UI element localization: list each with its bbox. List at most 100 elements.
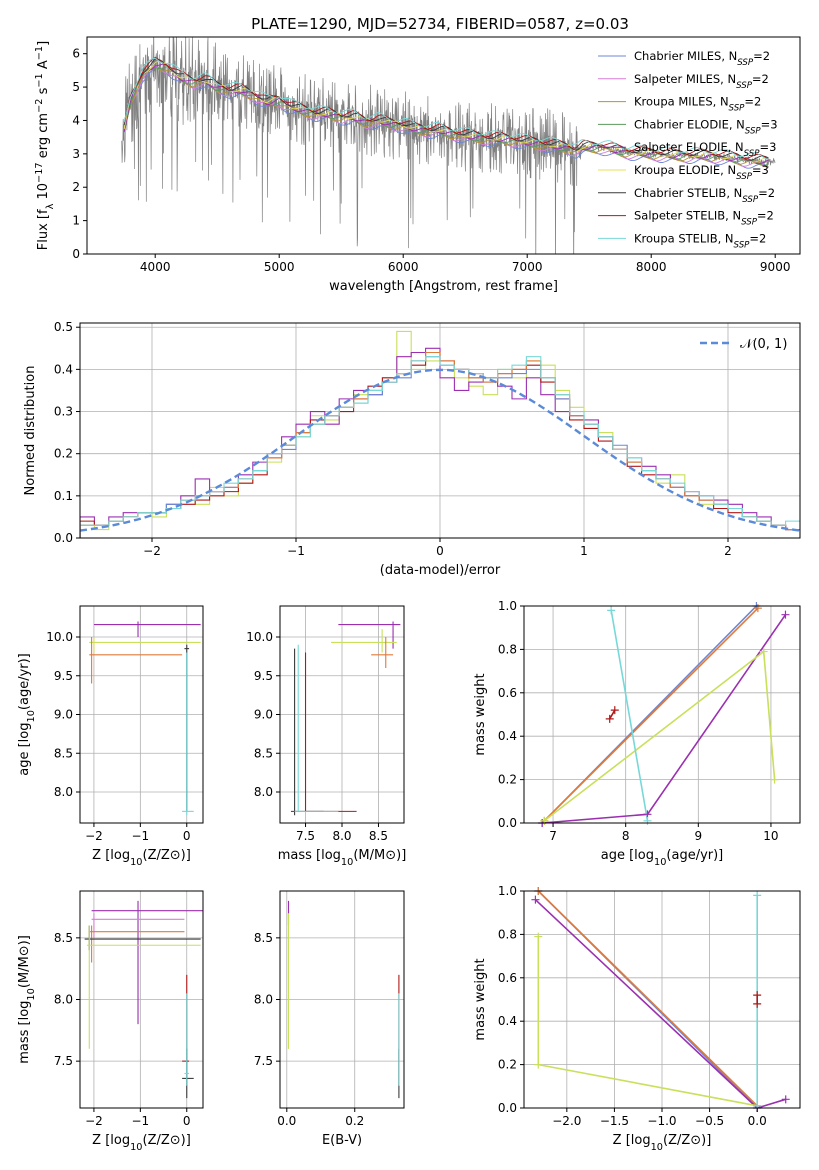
x-tick-label: 1 — [580, 544, 588, 558]
legend-label: Chabrier ELODIE, NSSP=3 — [634, 117, 778, 136]
y-tick-label: 0.1 — [54, 489, 73, 503]
x-axis-label: Z [log10(Z/Z⊙)] — [92, 1133, 191, 1153]
age-vs-metallicity-panel-plot-area — [89, 621, 201, 816]
x-tick-label: −2 — [85, 1114, 103, 1128]
errorbar-marker — [89, 637, 201, 653]
x-tick-label: 8000 — [636, 260, 667, 274]
x-axis-label: wavelength [Angstrom, rest frame] — [329, 279, 558, 294]
legend-label: 𝒩(0, 1) — [740, 337, 787, 352]
weight-vs-age-panel: 7 8 9 10 0.0 0.2 0.4 0.6 0.8 1.0 age [log10(age/yr… — [473, 599, 801, 868]
mass-vs-ebv-panel: 0.0 0.2 7.5 8.0 8.5 E(B-V) — [254, 890, 405, 1148]
x-tick-label: −1 — [287, 544, 305, 558]
y-tick-label: 0.6 — [498, 971, 517, 985]
legend-label: Salpeter STELIB, NSSP=2 — [634, 209, 774, 228]
x-tick-label: 0.0 — [748, 1114, 767, 1128]
errorbar-marker — [182, 652, 194, 816]
y-tick-label: 9.5 — [54, 669, 73, 683]
x-tick-label: 8 — [622, 829, 630, 843]
legend-label: Salpeter ELODIE, NSSP=3 — [634, 140, 776, 159]
errorbar-marker — [89, 637, 183, 684]
y-tick-label: 8.0 — [54, 785, 73, 799]
model-line — [123, 57, 769, 160]
weight-line — [542, 614, 787, 823]
figure-title: PLATE=1290, MJD=52734, FIBERID=0587, z=0… — [251, 15, 629, 33]
mass-vs-metallicity-panel-plot-area — [84, 900, 203, 1099]
histogram-step — [80, 356, 800, 538]
y-axis-label: mass weight — [473, 673, 488, 755]
errorbar-marker — [371, 637, 394, 668]
errorbar-marker — [304, 652, 357, 812]
x-tick-label: 5000 — [264, 260, 295, 274]
x-tick-label: 7.5 — [296, 829, 315, 843]
x-axis-label: Z [log10(Z/Z⊙)] — [613, 1133, 712, 1153]
x-tick-label: 7 — [549, 829, 557, 843]
x-tick-label: −0.5 — [695, 1114, 724, 1128]
age-vs-mass-panel: 7.5 8.0 8.5 8.0 8.5 9.0 9.5 10.0 mass [log10(M/M… — [246, 605, 406, 868]
x-tick-label: 6000 — [388, 260, 419, 274]
y-axis-label: Normed distribution — [23, 366, 38, 496]
legend-label: Salpeter MILES, NSSP=2 — [634, 72, 769, 91]
y-tick-label: 1.0 — [498, 599, 517, 613]
model-line — [123, 65, 769, 169]
legend-label: Kroupa STELIB, NSSP=2 — [634, 231, 766, 250]
spectrum-legend: Chabrier MILES, NSSP=2 Salpeter MILES, NS… — [598, 49, 778, 250]
x-axis-label: E(B-V) — [322, 1133, 362, 1148]
plus-marker — [607, 606, 616, 615]
y-tick-label: 6 — [72, 47, 80, 61]
plus-marker — [781, 1095, 790, 1104]
plus-marker — [753, 999, 762, 1008]
weight-line — [609, 709, 616, 720]
mass-vs-metallicity-panel: −2 −1 0 7.5 8.0 8.5 Z [log10(Z/Z⊙)] mass [log10… — [17, 890, 204, 1153]
y-tick-label: 0.2 — [498, 1058, 517, 1072]
panels: 4000 5000 6000 7000 8000 90000123456wavelengt… — [17, 36, 801, 1153]
spectrum-plot-area — [121, 37, 776, 254]
plus-marker — [781, 610, 790, 619]
y-tick-label: 2 — [72, 180, 80, 194]
errorbar-marker — [182, 974, 190, 1086]
x-tick-label: 0 — [436, 544, 444, 558]
model-line — [123, 56, 769, 160]
axes-frame — [86, 36, 801, 255]
y-tick-label: 0.4 — [498, 1014, 517, 1028]
legend-label: Chabrier STELIB, NSSP=2 — [634, 186, 775, 205]
x-tick-label: −2 — [143, 544, 161, 558]
y-tick-label: 0.2 — [54, 447, 73, 461]
y-tick-label: 9.0 — [54, 708, 73, 722]
weight-line — [610, 610, 649, 821]
weight-line — [537, 891, 758, 1107]
x-tick-label: 7000 — [512, 260, 543, 274]
x-tick-label: 0.2 — [345, 1114, 364, 1128]
y-tick-label: 7.5 — [54, 1054, 73, 1068]
x-tick-label: 0 — [183, 1114, 191, 1128]
plus-marker — [531, 895, 540, 904]
axes-frame — [523, 605, 801, 824]
y-tick-label: 8.5 — [54, 931, 73, 945]
y-tick-label: 8.0 — [54, 993, 73, 1007]
y-tick-label: 0.5 — [54, 320, 73, 334]
y-axis-label: mass [log10(M/M⊙)] — [17, 935, 37, 1064]
legend-label: Kroupa MILES, NSSP=2 — [634, 95, 761, 114]
y-tick-label: 10.0 — [46, 630, 73, 644]
y-tick-label: 0.2 — [498, 773, 517, 787]
weight-line — [543, 607, 759, 822]
residual-plot-area — [80, 330, 800, 538]
errorbar-marker — [290, 648, 324, 816]
x-tick-label: −1.5 — [600, 1114, 629, 1128]
plus-marker — [753, 991, 762, 1000]
plus-marker — [534, 1060, 543, 1069]
mass-vs-ebv-panel-plot-area — [287, 900, 400, 1099]
y-tick-label: 8.5 — [254, 746, 273, 760]
errorbar-marker — [331, 629, 397, 653]
age-vs-metallicity-panel: −2 −1 0 8.0 8.5 9.0 9.5 10.0 Z [log10(Z/Z⊙)] age … — [17, 605, 204, 868]
y-axis-label: Flux [fλ 10−17 erg cm−2 s−1 A−1] — [34, 41, 56, 250]
x-tick-label: −2 — [85, 829, 103, 843]
y-tick-label: 0.6 — [498, 686, 517, 700]
y-tick-label: 8.0 — [254, 785, 273, 799]
y-tick-label: 7.5 — [254, 1054, 273, 1068]
plus-marker — [605, 714, 614, 723]
x-tick-label: 10 — [763, 829, 778, 843]
plus-marker — [534, 932, 543, 941]
residual-panel: −2 −1 0 1 2 0.0 0.1 0.2 0.3 0.4 0.5 (data-model)/er… — [23, 320, 801, 578]
x-tick-label: −2.0 — [552, 1114, 581, 1128]
plus-marker — [643, 816, 652, 825]
